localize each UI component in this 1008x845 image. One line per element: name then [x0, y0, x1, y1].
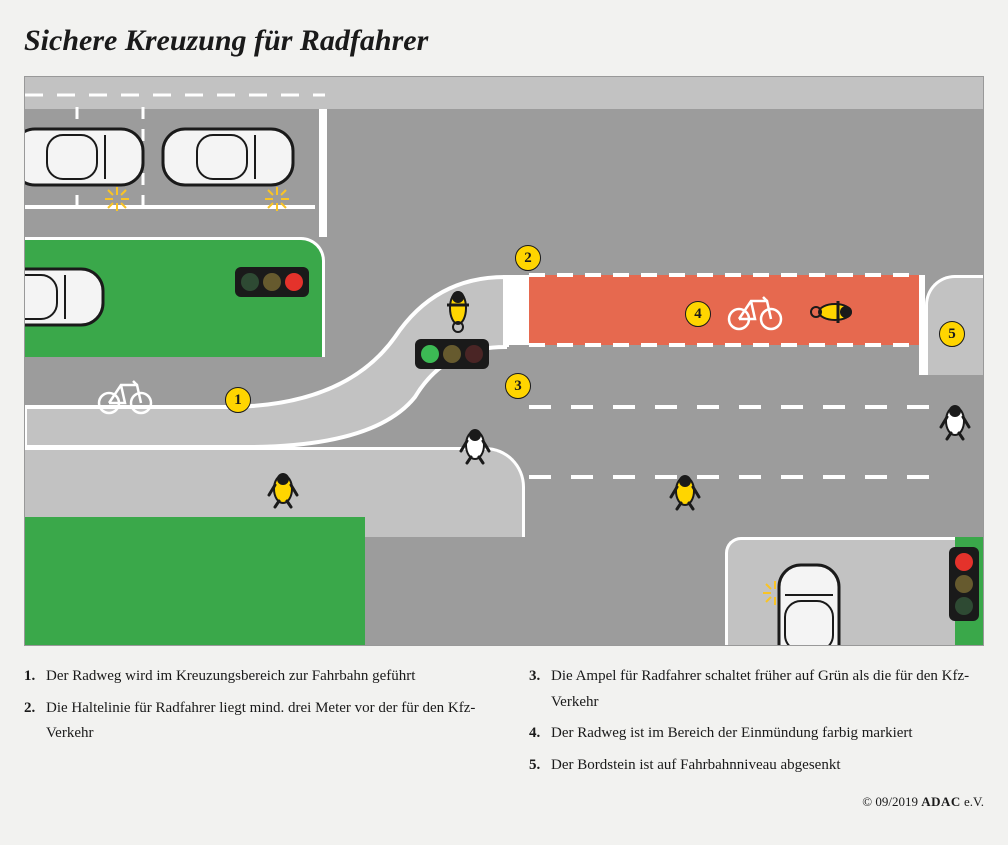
- legend-text: Der Bordstein ist auf Fahrbahnniveau abg…: [551, 753, 841, 779]
- bike-pictogram: [725, 291, 785, 331]
- traffic-light-bike: [415, 339, 489, 369]
- legend-num: 3.: [529, 664, 551, 715]
- legend-text: Der Radweg ist im Bereich der Einmündung…: [551, 721, 913, 747]
- pedestrian-icon: [263, 465, 303, 509]
- legend-item: 5. Der Bordstein ist auf Fahrbahnniveau …: [529, 753, 984, 779]
- marker-2: 2: [515, 245, 541, 271]
- legend-item: 4. Der Radweg ist im Bereich der Einmünd…: [529, 721, 984, 747]
- legend-item: 1. Der Radweg wird im Kreuzungsbereich z…: [24, 664, 479, 690]
- page-title: Sichere Kreuzung für Radfahrer: [24, 24, 984, 58]
- pedestrian-icon: [665, 467, 705, 511]
- green-sw: [25, 517, 365, 646]
- legend: 1. Der Radweg wird im Kreuzungsbereich z…: [24, 664, 984, 784]
- legend-item: 2. Die Haltelinie für Radfahrer liegt mi…: [24, 696, 479, 747]
- marker-5: 5: [939, 321, 965, 347]
- bike-pictogram: [95, 375, 155, 415]
- legend-num: 4.: [529, 721, 551, 747]
- traffic-light-side: [949, 547, 979, 621]
- car-icon: [155, 117, 305, 197]
- legend-text: Der Radweg wird im Kreuzungsbereich zur …: [46, 664, 415, 690]
- marker-3: 3: [505, 373, 531, 399]
- curb-drop: [919, 275, 925, 375]
- legend-col-left: 1. Der Radweg wird im Kreuzungsbereich z…: [24, 664, 479, 784]
- marker-4: 4: [685, 301, 711, 327]
- footer: © 09/2019 ADAC e.V.: [24, 794, 984, 810]
- legend-item: 3. Die Ampel für Radfahrer schaltet früh…: [529, 664, 984, 715]
- copyright: © 09/2019: [862, 794, 918, 809]
- traffic-light-car: [235, 267, 309, 297]
- intersection-diagram: 1 2 3 4 5: [24, 76, 984, 646]
- brand-suffix: e.V.: [964, 794, 984, 809]
- gap-white: [509, 275, 529, 345]
- legend-num: 1.: [24, 664, 46, 690]
- pedestrian-icon: [455, 421, 495, 465]
- legend-col-right: 3. Die Ampel für Radfahrer schaltet früh…: [529, 664, 984, 784]
- legend-text: Die Ampel für Radfahrer schaltet früher …: [551, 664, 984, 715]
- legend-num: 2.: [24, 696, 46, 747]
- cyclist-icon: [810, 287, 860, 337]
- car-stopline: [319, 109, 327, 237]
- brand-logo: ADAC: [921, 794, 961, 809]
- marker-1: 1: [225, 387, 251, 413]
- car-icon: [24, 117, 155, 197]
- cyclist-icon: [433, 283, 483, 333]
- pedestrian-icon: [935, 397, 975, 441]
- car-icon: [765, 557, 855, 646]
- legend-num: 5.: [529, 753, 551, 779]
- car-icon: [24, 257, 115, 337]
- legend-text: Die Haltelinie für Radfahrer liegt mind.…: [46, 696, 479, 747]
